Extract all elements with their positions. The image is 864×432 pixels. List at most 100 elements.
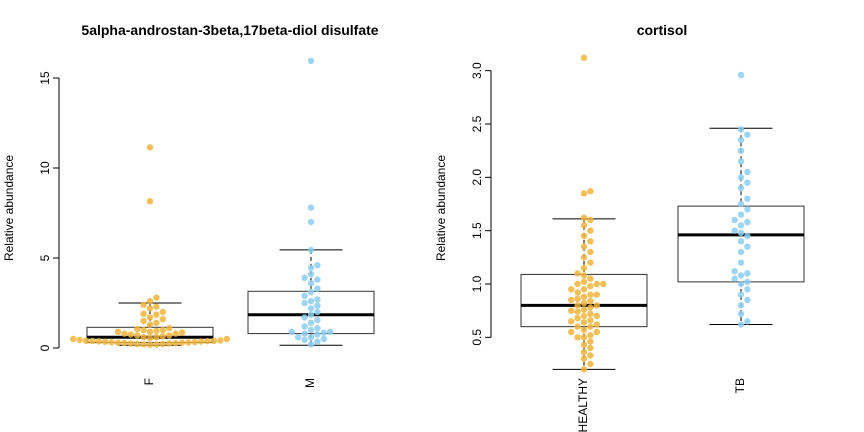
data-point [114,339,122,346]
data-point [568,307,575,314]
data-point [320,335,327,343]
data-point [593,302,600,309]
data-point [140,301,147,308]
data-point [574,270,581,277]
data-point [744,296,751,304]
data-point [307,280,315,287]
data-point [580,349,588,356]
data-point [146,328,154,335]
data-point [580,293,588,300]
data-point [307,326,315,334]
data-point [166,332,173,339]
data-point [587,344,594,352]
data-point [127,331,134,338]
data-point [307,311,315,318]
data-point [737,200,745,208]
data-point [744,286,751,293]
data-point [737,174,745,181]
data-point [159,340,166,348]
data-point [301,299,308,307]
data-point [153,311,160,318]
data-point [314,331,321,338]
data-point [146,298,154,305]
data-point [574,308,581,315]
data-point [301,336,308,344]
data-point [146,314,154,321]
data-point [737,291,745,298]
data-point [295,334,302,341]
y-tick-label: 2.0 [470,169,484,186]
points [568,54,751,373]
data-point [737,238,745,245]
data-point [744,318,751,325]
data-point [587,310,594,318]
x-tick-label: HEALTHY [576,378,590,432]
data-point [307,298,315,305]
data-point [587,332,594,339]
data-point [580,334,588,341]
data-point [314,262,321,269]
data-point [580,54,588,62]
data-point [114,328,122,335]
data-point [580,214,588,222]
data-point [744,278,751,286]
y-tick-label: 15 [38,71,52,85]
data-point [593,280,600,288]
data-point [737,222,745,229]
data-point [744,179,751,186]
data-point [288,328,295,335]
data-point [172,339,179,347]
data-point [166,325,173,332]
data-point [580,264,588,272]
data-point [731,268,738,275]
data-point [744,168,751,176]
data-point [731,216,738,224]
data-point [153,334,160,341]
data-point [587,227,594,234]
data-point [737,184,745,192]
data-point [737,248,745,256]
data-point [95,338,103,345]
data-point [744,243,751,250]
axes: 0.5 1.0 1.5 2.0 2.5 3.0 HEALTHY TB [470,62,747,432]
data-point [301,323,308,330]
data-point [314,296,321,303]
data-point [146,144,154,151]
data-point [89,337,96,345]
data-point [191,338,198,346]
data-point [314,285,321,292]
data-point [737,126,745,133]
data-point [587,323,594,330]
data-point [587,360,594,368]
x-tick-label: M [303,378,317,388]
data-point [744,131,751,138]
data-point [146,341,154,348]
data-point [307,334,315,341]
data-point [159,333,166,340]
data-point [307,305,315,312]
data-point [744,270,751,277]
data-point [140,334,147,341]
data-point [580,232,588,240]
data-point [307,264,315,272]
data-point [580,366,588,373]
chart-title: cortisol [637,22,688,38]
data-point [587,282,594,290]
data-point [102,338,109,345]
y-axis-label: Relative abundance [434,155,448,261]
data-point [178,339,186,346]
data-point [204,337,211,345]
data-point [737,310,745,318]
data-point [737,259,745,266]
data-point [744,218,751,226]
data-point [737,71,745,79]
data-point [307,218,315,226]
y-tick-label: 0 [38,344,52,351]
data-point [153,341,160,348]
data-point [574,295,581,303]
data-point [587,297,594,305]
data-point [737,136,745,144]
data-point [737,321,745,328]
y-tick-label: 2.5 [470,115,484,132]
